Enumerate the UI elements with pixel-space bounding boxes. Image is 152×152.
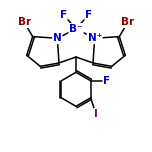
Text: F: F [103, 76, 111, 86]
Text: I: I [94, 109, 98, 119]
Text: N⁺: N⁺ [88, 33, 102, 43]
Text: Br: Br [18, 17, 31, 27]
Text: F: F [85, 9, 92, 19]
Text: N: N [53, 33, 62, 43]
Text: Br: Br [121, 17, 134, 27]
Text: F: F [60, 9, 67, 19]
Text: B⁻: B⁻ [69, 24, 83, 34]
